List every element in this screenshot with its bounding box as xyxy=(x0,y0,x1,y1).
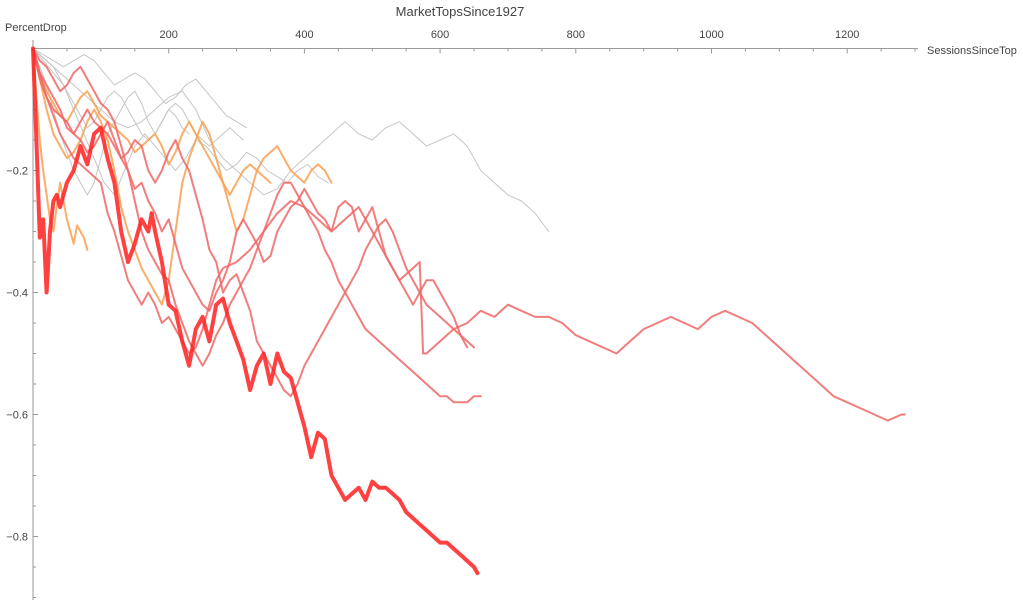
x-axis-title: SessionsSinceTop xyxy=(927,45,1017,57)
y-tick-label: −0.6 xyxy=(6,410,28,422)
series-line-1 xyxy=(32,47,906,422)
axes: 200 400 600 800 1000 1200 −0.2 −0.4 −0.6 −0.8 xyxy=(6,29,918,600)
y-tick-label: −0.2 xyxy=(6,166,28,178)
x-tick-label: 1200 xyxy=(835,29,859,41)
series-line-11 xyxy=(32,48,244,196)
series-layer xyxy=(31,46,906,576)
series-line-9 xyxy=(32,48,248,129)
x-tick-label: 600 xyxy=(431,29,449,41)
series-line-3 xyxy=(32,47,475,398)
y-axis-title: PercentDrop xyxy=(5,22,67,34)
x-tick-label: 400 xyxy=(295,29,313,41)
series-line-10 xyxy=(32,48,329,196)
series-line-12 xyxy=(32,48,190,141)
series-line-6 xyxy=(32,47,333,306)
series-line-0 xyxy=(31,46,480,576)
chart-title: MarketTopsSince1927 xyxy=(396,4,525,19)
series-line-5 xyxy=(32,47,89,251)
series-line-2 xyxy=(32,47,469,349)
y-tick-label: −0.4 xyxy=(6,288,28,300)
y-tick-label: −0.8 xyxy=(6,532,28,544)
x-tick-label: 200 xyxy=(160,29,178,41)
series-line-7 xyxy=(32,47,272,196)
x-tick-label: 1000 xyxy=(699,29,723,41)
series-line-4 xyxy=(32,47,482,404)
x-tick-label: 800 xyxy=(567,29,585,41)
